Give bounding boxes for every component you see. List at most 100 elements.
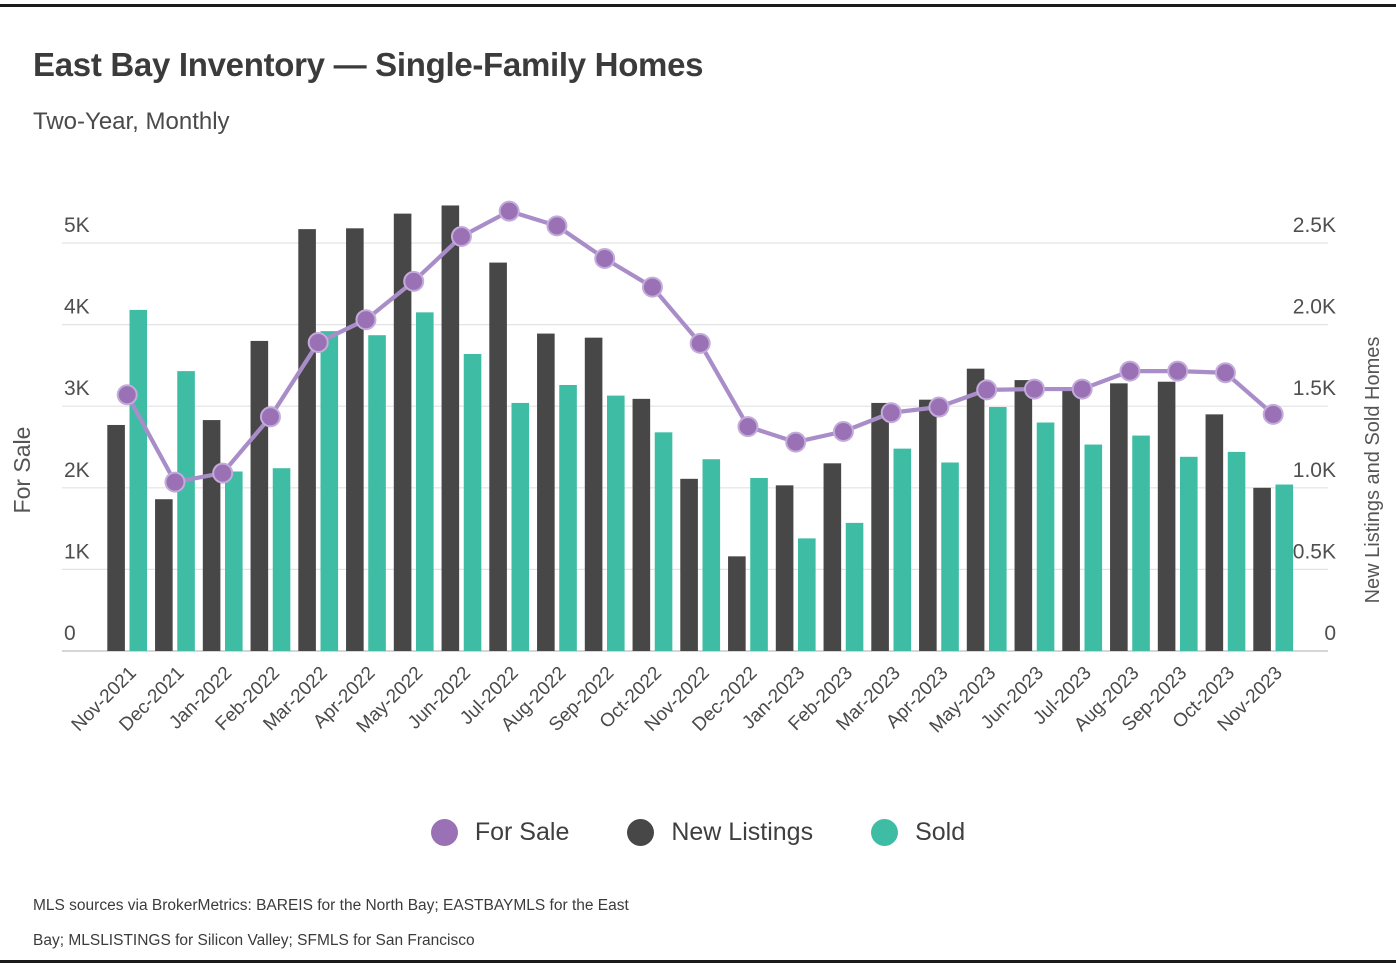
bar-new-listings-Oct-2022[interactable] [632,398,651,651]
for-sale-point-Feb-2022[interactable] [259,406,281,428]
for-sale-point-May-2022[interactable] [403,270,425,292]
bar-sold-Feb-2022[interactable] [272,468,291,651]
bar-sold-Mar-2022[interactable] [320,331,339,651]
for-sale-point-Jun-2023[interactable] [1023,378,1045,400]
for-sale-point-Mar-2023[interactable] [880,402,902,424]
for-sale-point-Jun-2022[interactable] [450,225,472,247]
bar-new-listings-Sep-2022[interactable] [584,337,603,651]
left-axis-tick-label: 0 [64,622,76,645]
bar-new-listings-Nov-2021[interactable] [107,424,125,651]
for-sale-point-Apr-2023[interactable] [928,396,950,418]
bar-sold-Jul-2023[interactable] [1084,444,1103,651]
right-axis-tick-label: 0 [1324,622,1336,645]
right-axis-tick-label: 1.5K [1293,377,1336,400]
bar-new-listings-Feb-2023[interactable] [823,463,842,651]
bar-new-listings-Feb-2022[interactable] [250,340,269,651]
bar-sold-Nov-2021[interactable] [129,309,148,651]
for-sale-point-Feb-2023[interactable] [832,420,854,442]
bar-sold-Jun-2023[interactable] [1036,422,1055,651]
bar-new-listings-Dec-2021[interactable] [155,499,173,651]
legend-label: New Listings [671,818,814,846]
for-sale-point-Nov-2022[interactable] [689,332,711,354]
for-sale-point-Dec-2021[interactable] [164,471,186,493]
right-axis-title: New Listings and Sold Homes [1362,337,1384,604]
legend-label: Sold [915,818,966,846]
bar-sold-Nov-2022[interactable] [702,459,721,651]
bar-sold-Nov-2023[interactable] [1275,484,1294,651]
chart-canvas: 0 0 1K 0.5K 2K 1.0K 3K 1.5K 4K 2.0K 5K 2.5K For Sale… [9,200,1384,737]
bar-new-listings-Apr-2023[interactable] [919,399,937,651]
bar-sold-Aug-2022[interactable] [559,384,577,651]
right-axis-tick-label: 2.0K [1293,296,1336,319]
bar-new-listings-May-2022[interactable] [393,213,412,651]
new-listings-swatch-icon [627,819,655,846]
for-sale-swatch-icon [430,819,458,846]
source-note-line1: MLS sources via BrokerMetrics: BAREIS fo… [33,897,629,914]
bar-sold-Jan-2023[interactable] [798,538,816,651]
bar-new-listings-Aug-2022[interactable] [537,333,555,651]
bar-new-listings-Jan-2022[interactable] [202,420,221,651]
bar-new-listings-Nov-2022[interactable] [680,478,698,651]
bar-new-listings-Apr-2022[interactable] [346,228,364,651]
bar-new-listings-Oct-2023[interactable] [1205,414,1224,651]
legend-item-new-listings[interactable]: New Listings [627,818,813,847]
source-note: MLS sources via BrokerMetrics: BAREIS fo… [33,888,629,958]
for-sale-point-Sep-2023[interactable] [1167,360,1189,382]
bar-sold-Dec-2021[interactable] [177,371,195,651]
bar-sold-Apr-2022[interactable] [368,335,386,651]
left-axis-tick-label: 5K [64,214,90,237]
bar-sold-May-2022[interactable] [416,312,434,651]
bar-sold-May-2023[interactable] [989,407,1007,651]
bar-sold-Jun-2022[interactable] [463,353,482,651]
bar-new-listings-Dec-2022[interactable] [728,556,746,651]
for-sale-point-Jul-2023[interactable] [1071,378,1093,400]
left-axis-tick-label: 3K [64,377,90,400]
bar-sold-Aug-2023[interactable] [1132,435,1150,651]
top-rule [0,4,1396,7]
bar-new-listings-Jul-2022[interactable] [489,262,507,651]
bar-new-listings-Sep-2023[interactable] [1157,381,1176,651]
bar-sold-Sep-2022[interactable] [607,395,625,651]
bar-new-listings-Aug-2023[interactable] [1110,383,1128,651]
for-sale-point-Oct-2023[interactable] [1214,362,1236,384]
for-sale-point-Jan-2023[interactable] [785,431,807,453]
for-sale-point-Jan-2022[interactable] [212,462,234,484]
for-sale-point-Jul-2022[interactable] [498,200,520,222]
for-sale-point-Dec-2022[interactable] [737,416,759,438]
for-sale-point-Sep-2022[interactable] [594,248,616,270]
bar-new-listings-Jan-2023[interactable] [775,485,794,651]
bar-sold-Oct-2022[interactable] [654,432,673,651]
bar-new-listings-Jun-2022[interactable] [441,205,460,652]
bar-new-listings-Mar-2023[interactable] [871,402,889,651]
for-sale-point-Aug-2022[interactable] [546,215,568,237]
chart-legend: For Sale New Listings Sold [0,818,1396,847]
bar-new-listings-May-2023[interactable] [966,368,985,651]
for-sale-point-Nov-2023[interactable] [1262,403,1284,425]
sold-swatch-icon [871,819,899,846]
legend-item-for-sale[interactable]: For Sale [430,818,569,847]
for-sale-point-May-2023[interactable] [976,379,998,401]
bar-new-listings-Jul-2023[interactable] [1062,389,1080,651]
for-sale-point-Mar-2022[interactable] [307,332,329,354]
bar-sold-Oct-2023[interactable] [1227,451,1246,651]
for-sale-point-Oct-2022[interactable] [641,276,663,298]
page-subtitle: Two-Year, Monthly [33,108,230,135]
for-sale-point-Apr-2022[interactable] [355,309,377,331]
right-axis-tick-label: 2.5K [1293,214,1336,237]
bar-sold-Mar-2023[interactable] [893,448,912,651]
for-sale-point-Aug-2023[interactable] [1119,360,1141,382]
bar-sold-Jul-2022[interactable] [511,402,530,651]
page-title: East Bay Inventory — Single-Family Homes [33,46,704,83]
bar-sold-Feb-2023[interactable] [845,522,864,651]
for-sale-point-Nov-2021[interactable] [116,384,138,406]
right-axis-tick-label: 0.5K [1293,540,1336,563]
bar-new-listings-Mar-2022[interactable] [298,229,316,651]
bar-sold-Sep-2023[interactable] [1180,456,1198,651]
bar-sold-Apr-2023[interactable] [941,462,959,651]
bar-sold-Dec-2022[interactable] [750,478,768,651]
bar-new-listings-Nov-2023[interactable] [1253,487,1271,651]
bar-sold-Jan-2022[interactable] [225,471,243,651]
bar-new-listings-Jun-2023[interactable] [1014,380,1033,651]
legend-item-sold[interactable]: Sold [871,818,965,847]
